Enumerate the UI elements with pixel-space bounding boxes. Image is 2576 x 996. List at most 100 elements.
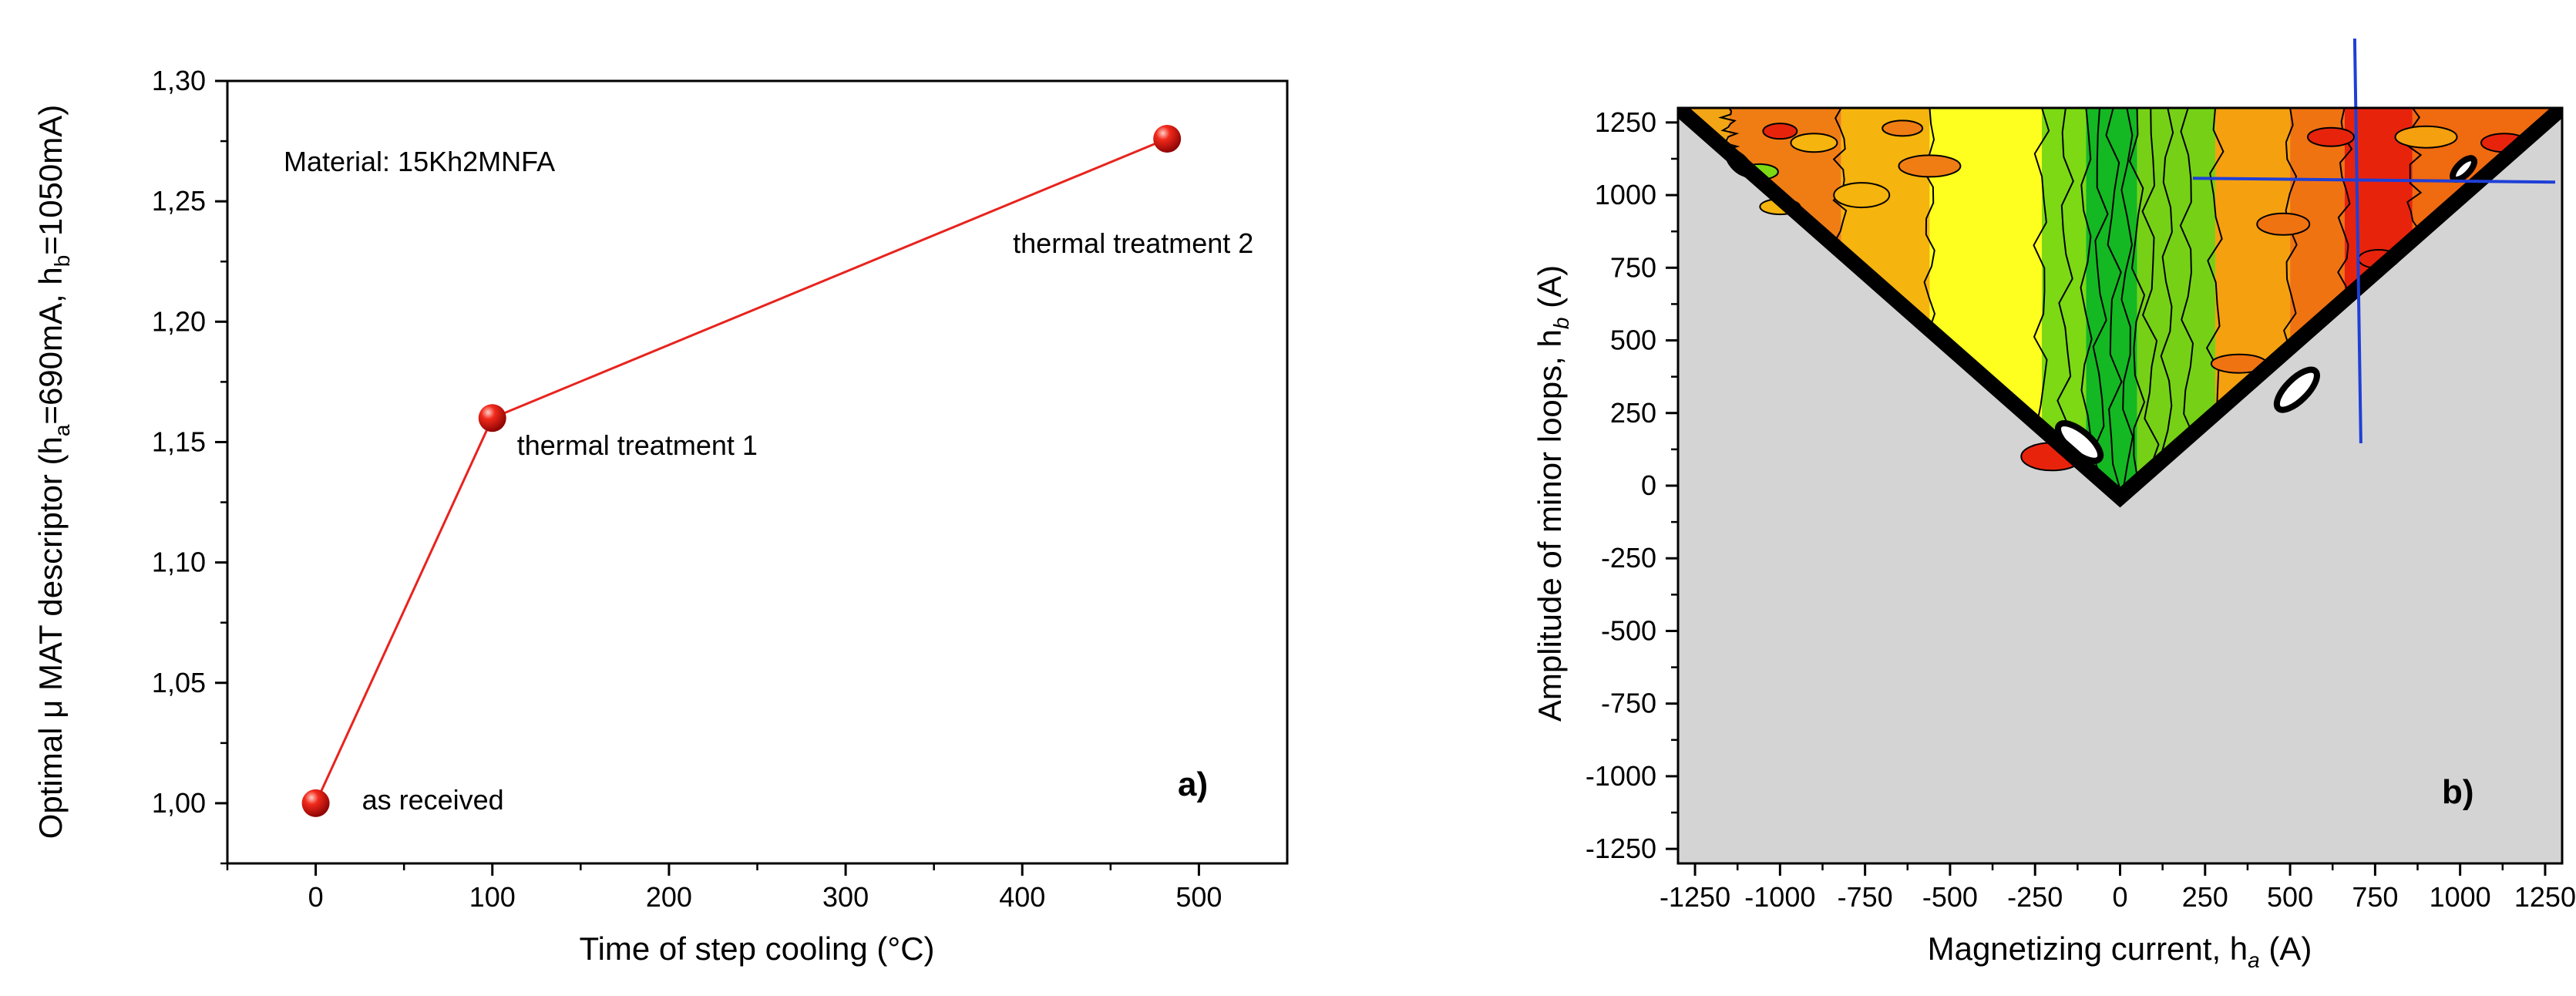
chart-b-undefined-spot xyxy=(2273,366,2320,413)
chart-b-contour-band xyxy=(2290,108,2345,348)
chart-a-y-title-part3: =1050mA) xyxy=(32,105,69,255)
chart-b-crosshair-vertical xyxy=(2352,38,2362,444)
chart-a-data-point xyxy=(301,789,330,817)
chart-b-x-tick-label: -1000 xyxy=(1744,881,1815,913)
chart-a-series: as received thermal treatment 1 thermal tr… xyxy=(301,124,1253,817)
chart-b-y-ticks: 1250 1000 750 500 250 0 -250 -500 -750 -1000 -1250 xyxy=(1586,106,1678,864)
chart-b-y-tick-label: 0 xyxy=(1641,469,1656,501)
chart-a-x-tick-label: 100 xyxy=(469,881,516,913)
chart-b-contour-line xyxy=(1718,108,1740,153)
chart-a-x-tick-label: 0 xyxy=(308,881,324,913)
chart-b-x-tick-label: 250 xyxy=(2182,881,2228,913)
chart-a-y-title-sub-a: a xyxy=(50,424,74,436)
chart-b-contour-line xyxy=(2128,108,2146,483)
chart-b-local-contour xyxy=(1898,154,1962,178)
chart-a-x-tick-label: 200 xyxy=(646,881,692,913)
chart-b-crosshair-horizontal xyxy=(2192,177,2556,184)
chart-b-crosshair xyxy=(2192,38,2556,444)
chart-b-local-contour xyxy=(2307,126,2356,147)
chart-b-undefined-spot xyxy=(2450,155,2477,183)
chart-a-y-tick-label: 1,05 xyxy=(152,667,206,698)
chart-b-y-tick-label: 750 xyxy=(1610,251,1656,283)
chart-a-x-ticks: 0 100 200 300 400 500 xyxy=(226,863,1222,913)
chart-b-y-tick-label: -250 xyxy=(1601,542,1656,574)
chart-a-point-label: thermal treatment 1 xyxy=(517,429,758,461)
chart-b-triangle-edge xyxy=(1678,108,2562,508)
chart-b-x-tick-label: 1250 xyxy=(2514,881,2576,913)
chart-b-x-axis-title: Magnetizing current, ha (A) xyxy=(1928,930,2312,972)
chart-b-y-axis-title: Amplitude of minor loops, hb (A) xyxy=(1532,265,1573,722)
chart-b-y-tick-label: 500 xyxy=(1610,325,1656,356)
chart-b-contour-line xyxy=(2179,108,2195,438)
chart-a-material-annotation: Material: 15Kh2MNFA xyxy=(284,146,555,177)
chart-a-y-title-part2: =690mA, h xyxy=(32,267,69,424)
chart-a-y-tick-label: 1,25 xyxy=(152,185,206,217)
chart-b-x-title-sub: a xyxy=(2248,948,2260,972)
chart-b-x-tick-label: 500 xyxy=(2267,881,2313,913)
chart-b-local-contour xyxy=(2394,125,2458,149)
chart-a-y-tick-label: 1,15 xyxy=(152,426,206,457)
chart-a-panel-label: a) xyxy=(1178,766,1208,803)
chart-b-local-contour xyxy=(1833,182,1891,209)
chart-b-contour-line xyxy=(2091,108,2109,480)
chart-b-x-tick-label: -750 xyxy=(1838,881,1893,913)
chart-b-x-tick-label: 750 xyxy=(2352,881,2398,913)
chart-b-y-tick-label: -1250 xyxy=(1586,833,1656,864)
chart-b-local-contour xyxy=(1790,133,1838,153)
chart-b-y-tick-label: -750 xyxy=(1601,688,1656,719)
chart-a-x-tick-label: 400 xyxy=(999,881,1045,913)
chart-a-x-tick-label: 300 xyxy=(822,881,869,913)
chart-b-x-tick-label: 0 xyxy=(2112,881,2127,913)
chart-b: -1250 -1000 -750 -500 -250 0 250 500 750 1000 1250… xyxy=(1532,38,2576,972)
chart-b-contour-line xyxy=(2056,108,2074,449)
chart-b-x-tick-label: -500 xyxy=(1922,881,1978,913)
chart-b-contour-band xyxy=(2137,108,2216,483)
chart-a-data-point xyxy=(478,404,506,432)
chart-b-contour-line xyxy=(2160,108,2174,456)
chart-b-contour-band xyxy=(2215,108,2291,414)
chart-b-y-title-sub: b xyxy=(1549,318,1573,330)
chart-b-contour-line xyxy=(1922,108,1936,330)
chart-a-y-title-sub-b: b xyxy=(50,255,74,268)
chart-b-panel-label: b) xyxy=(2442,773,2474,811)
chart-a: 0 100 200 300 400 500 1,00 1,05 1,10 1,15 1,20 1,2… xyxy=(32,65,1289,967)
chart-b-contour-line xyxy=(2033,108,2050,429)
chart-a-point-label: as received xyxy=(362,784,504,816)
chart-b-x-tick-label: -250 xyxy=(2007,881,2063,913)
chart-b-local-contour xyxy=(2256,212,2311,236)
chart-a-plot-frame xyxy=(226,79,1289,865)
chart-b-undefined-region xyxy=(1678,108,2562,863)
chart-b-y-tick-label: 1000 xyxy=(1595,179,1656,210)
chart-a-y-axis-title: Optimal μ MAT descriptor (ha=690mA, hb=1… xyxy=(32,105,74,840)
chart-a-y-tick-label: 1,00 xyxy=(152,787,206,819)
chart-b-contour-line xyxy=(2080,108,2093,468)
chart-a-x-tick-label: 500 xyxy=(1175,881,1222,913)
chart-b-x-tick-label: -1250 xyxy=(1660,881,1730,913)
chart-a-y-tick-label: 1,30 xyxy=(152,65,206,96)
chart-a-data-point xyxy=(1153,124,1182,153)
chart-b-contour-band xyxy=(2042,108,2087,468)
chart-b-contour-line xyxy=(2120,108,2134,492)
chart-b-y-tick-label: 250 xyxy=(1610,397,1656,429)
chart-b-x-title-part1: Magnetizing current, h xyxy=(1928,930,2248,967)
chart-b-x-title-part2: (A) xyxy=(2260,930,2312,967)
chart-a-y-title-part1: Optimal μ MAT descriptor (h xyxy=(32,436,69,839)
chart-b-contour-line xyxy=(2105,108,2123,492)
chart-b-local-contour xyxy=(1882,119,1924,137)
chart-b-y-tick-label: -1000 xyxy=(1586,760,1656,792)
chart-b-y-tick-label: -500 xyxy=(1601,614,1656,646)
chart-b-contour-line xyxy=(2141,108,2160,471)
chart-a-y-tick-label: 1,20 xyxy=(152,305,206,337)
chart-b-y-title-part1: Amplitude of minor loops, h xyxy=(1532,329,1568,722)
chart-a-x-axis-title: Time of step cooling (°C) xyxy=(579,930,934,967)
chart-b-local-contour xyxy=(1762,123,1798,140)
chart-a-y-ticks: 1,00 1,05 1,10 1,15 1,20 1,25 1,30 xyxy=(152,65,227,865)
chart-b-y-tick-label: 1250 xyxy=(1595,106,1656,138)
chart-b-contour-line xyxy=(1832,108,1849,253)
chart-b-y-title-part2: (A) xyxy=(1532,265,1568,318)
chart-b-x-tick-label: 1000 xyxy=(2430,881,2491,913)
chart-a-point-label: thermal treatment 2 xyxy=(1013,227,1253,259)
chart-b-x-ticks: -1250 -1000 -750 -500 -250 0 250 500 750 1000 1250 xyxy=(1660,863,2576,913)
chart-a-y-tick-label: 1,10 xyxy=(152,547,206,578)
